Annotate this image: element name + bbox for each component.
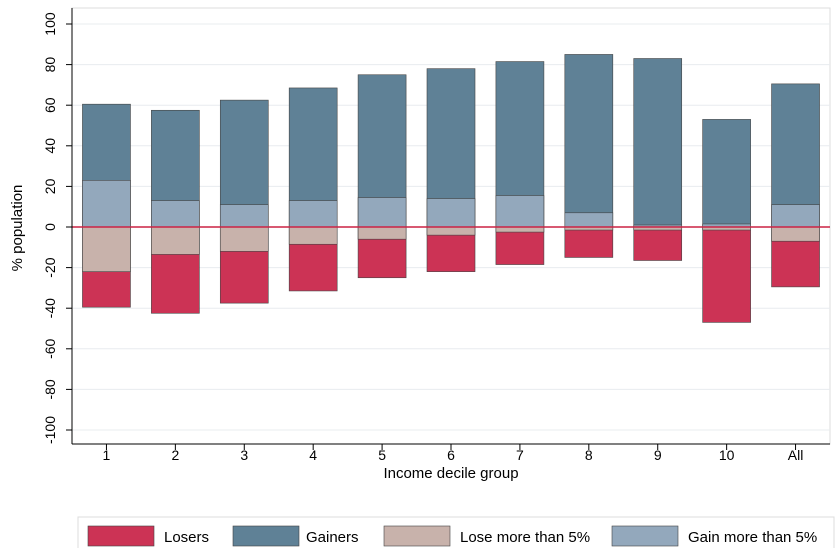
bar-gainers-8 [564,54,614,228]
bar-lose-more-than-5-4 [288,226,338,245]
bar-losers-7 [495,226,545,265]
x-tick-label: 4 [309,447,317,463]
legend-label-lose-more-than-5: Lose more than 5% [460,529,590,546]
bar-gain-more-than-5-8 [564,212,614,228]
x-tick-label: 10 [719,447,735,463]
bar-gainers-9 [633,58,683,228]
bar-losers-9 [633,226,683,261]
legend-swatch-gainers [232,525,300,547]
legend-swatch-losers [87,525,155,547]
y-tick-label: 80 [42,57,58,73]
y-tick-label: 0 [42,223,58,231]
x-tick-label: 1 [103,447,111,463]
legend-label-gain-more-than-5: Gain more than 5% [688,529,817,546]
legend-label-losers: Losers [164,529,209,546]
y-axis: -100 -80 -60 -40 -20 0 20 40 60 80 100 [42,8,73,444]
y-tick-label: -20 [42,257,58,277]
y-tick-label: -80 [42,379,58,399]
legend-label-gainers: Gainers [306,529,359,546]
bar-lose-more-than-5-5 [357,226,407,240]
bar-lose-more-than-5-2 [151,226,200,255]
y-tick-label: 20 [42,178,58,194]
legend-box [77,516,835,548]
bar-losers-8 [564,226,614,258]
bar-gain-more-than-5-6 [426,198,476,228]
bar-gain-more-than-5-1 [82,180,131,228]
x-tick-label: 3 [240,447,248,463]
legend: Losers Gainers Lose more than 5% Gain more … [87,525,817,547]
x-tick-label: All [788,447,804,463]
bar-lose-more-than-5-3 [219,226,269,252]
x-tick-label: 8 [585,447,593,463]
y-axis-title: % population [9,185,26,272]
bar-gain-more-than-5-4 [288,200,338,228]
legend-swatch-lose-more-than-5 [383,525,451,547]
x-tick-label: 2 [171,447,179,463]
bar-gainers-all [771,83,820,228]
x-tick-label: 5 [378,447,386,463]
y-tick-label: -40 [42,298,58,318]
bar-lose-more-than-5-6 [426,226,476,236]
y-tick-label: -100 [42,416,58,444]
bar-lose-more-than-5-1 [82,226,131,272]
bar-lose-more-than-5-all [771,226,820,242]
bars [82,54,820,323]
y-tick-label: 40 [42,138,58,154]
bar-gain-more-than-5-7 [495,195,545,228]
bar-gain-more-than-5-2 [151,200,200,228]
legend-swatch-gain-more-than-5 [611,525,679,547]
bar-losers-10 [702,226,751,323]
y-tick-label: 100 [42,12,58,36]
bar-gain-more-than-5-5 [357,197,407,228]
x-tick-label: 6 [447,447,455,463]
bar-gainers-10 [702,119,751,228]
bar-gain-more-than-5-3 [219,204,269,228]
x-axis: 1 2 3 4 5 6 7 8 9 10 All [72,443,830,463]
x-tick-label: 7 [516,447,524,463]
x-axis-title: Income decile group [383,465,518,482]
y-tick-label: -60 [42,338,58,358]
y-tick-label: 60 [42,97,58,113]
bar-gain-more-than-5-all [771,204,820,228]
x-tick-label: 9 [654,447,662,463]
